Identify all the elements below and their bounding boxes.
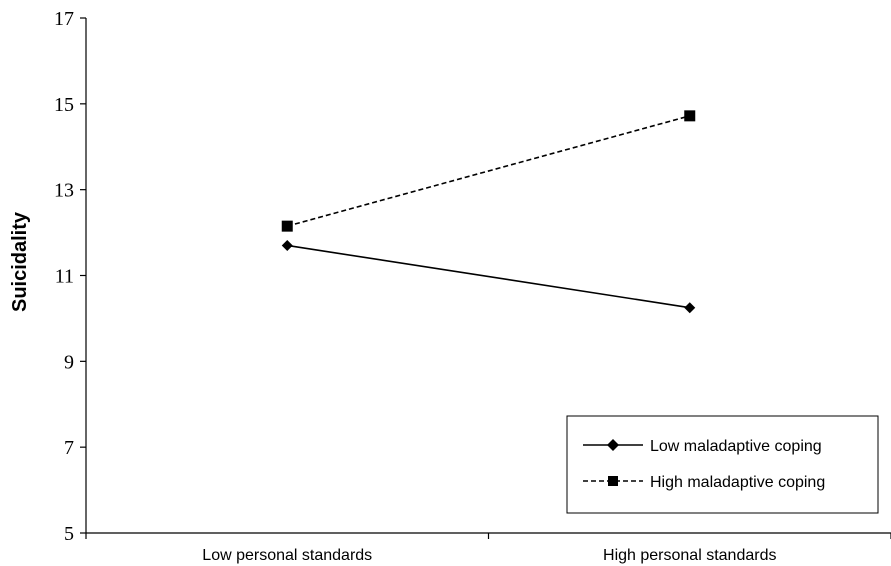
y-tick-label: 9 bbox=[64, 351, 74, 373]
legend-box bbox=[566, 415, 879, 514]
y-ticks: 5 7 9 11 13 15 17 bbox=[54, 8, 86, 545]
data-point-square bbox=[281, 220, 293, 232]
y-tick-label: 11 bbox=[55, 266, 74, 288]
series-layer bbox=[281, 110, 696, 314]
x-tick-label: Low personal standards bbox=[202, 547, 372, 564]
y-tick-label: 5 bbox=[64, 523, 74, 545]
legend-label-low: Low maladaptive coping bbox=[650, 438, 822, 455]
series-line-low-coping bbox=[287, 244, 690, 309]
data-point-square bbox=[684, 110, 696, 122]
y-axis-title: Suicidality bbox=[9, 211, 31, 312]
legend-marker-high bbox=[608, 476, 618, 486]
x-ticks: Low personal standards High personal stan… bbox=[85, 533, 891, 564]
series-line-high-coping bbox=[287, 115, 690, 227]
x-axis: Low personal standards High personal stan… bbox=[85, 532, 891, 564]
legend-marker-low bbox=[607, 439, 619, 451]
y-tick-label: 7 bbox=[64, 437, 74, 459]
legend-label-high: High maladaptive coping bbox=[650, 474, 825, 491]
y-tick-label: 13 bbox=[54, 180, 74, 202]
x-tick-label: High personal standards bbox=[603, 547, 776, 564]
y-axis: 5 7 9 11 13 15 17 bbox=[54, 8, 87, 545]
y-tick-label: 17 bbox=[54, 8, 74, 30]
data-point-diamond bbox=[684, 302, 696, 314]
legend: Low maladaptive coping High maladaptive … bbox=[566, 415, 879, 514]
y-tick-label: 15 bbox=[54, 94, 74, 116]
data-point-diamond bbox=[281, 239, 293, 251]
